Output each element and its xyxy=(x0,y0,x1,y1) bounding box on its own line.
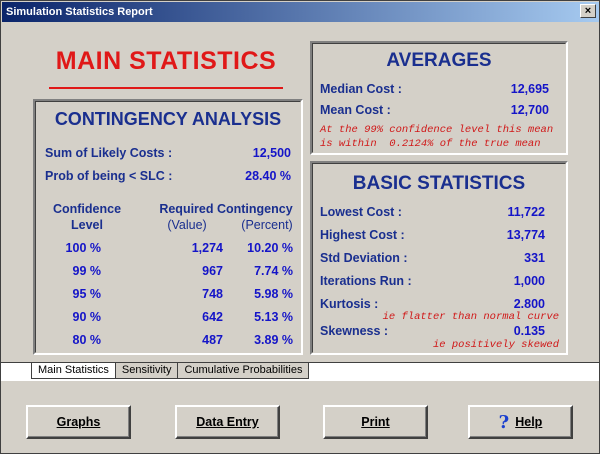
confidence-header-line1: Confidence xyxy=(52,202,122,216)
contingency-value-cell: 1,274 xyxy=(191,241,223,255)
tab-main-statistics[interactable]: Main Statistics xyxy=(31,363,116,379)
averages-panel xyxy=(310,41,568,155)
window-title: Simulation Statistics Report xyxy=(6,6,153,18)
graphs-button-label: Graphs xyxy=(56,415,101,429)
contingency-percent-cell: 10.20 % xyxy=(247,241,293,255)
iterations-run-label: Iterations Run : xyxy=(320,274,412,288)
contingency-value-cell: 487 xyxy=(202,333,223,347)
tab-strip-divider xyxy=(1,362,599,363)
contingency-heading: CONTINGENCY ANALYSIS xyxy=(54,109,282,129)
basic-statistics-heading: BASIC STATISTICS xyxy=(352,173,526,194)
value-subheader: (Value) xyxy=(167,218,207,232)
data-entry-button-label: Data Entry xyxy=(196,415,259,429)
contingency-value-cell: 748 xyxy=(202,287,223,301)
close-button[interactable]: × xyxy=(580,4,596,18)
print-button[interactable]: Print xyxy=(323,405,428,439)
skewness-value: 0.135 xyxy=(513,324,545,338)
averages-heading: AVERAGES xyxy=(386,50,492,71)
kurtosis-note: ie flatter than normal curve xyxy=(382,311,559,323)
median-cost-label: Median Cost : xyxy=(320,82,402,96)
required-contingency-header: Required Contingency xyxy=(151,202,301,216)
mean-cost-label: Mean Cost : xyxy=(320,103,391,117)
data-entry-button[interactable]: Data Entry xyxy=(175,405,280,439)
contingency-percent-cell: 7.74 % xyxy=(254,264,293,278)
confidence-header-line2: Level xyxy=(71,218,103,232)
highest-cost-label: Highest Cost : xyxy=(320,228,405,242)
tab-bar: Main Statistics Sensitivity Cumulative P… xyxy=(31,363,310,381)
sum-likely-costs-value: 12,500 xyxy=(252,146,291,160)
confidence-header: Confidence xyxy=(41,202,133,216)
contingency-value-cell: 642 xyxy=(202,310,223,324)
lowest-cost-value: 11,722 xyxy=(507,205,545,219)
kurtosis-value: 2.800 xyxy=(513,297,545,311)
basic-statistics-panel xyxy=(310,161,568,355)
std-deviation-value: 331 xyxy=(524,251,545,265)
graphs-button[interactable]: Graphs xyxy=(26,405,131,439)
contingency-value-cell: 967 xyxy=(202,264,223,278)
help-icon: ? xyxy=(498,411,510,433)
skewness-label: Skewness : xyxy=(320,324,389,338)
confidence-level-cell: 95 % xyxy=(72,287,102,301)
main-title-underline xyxy=(49,87,283,89)
lowest-cost-label: Lowest Cost : xyxy=(320,205,402,219)
contingency-panel xyxy=(33,99,303,355)
mean-cost-value: 12,700 xyxy=(510,103,549,117)
confidence-level-cell: 100 % xyxy=(65,241,101,255)
print-button-label: Print xyxy=(361,415,390,429)
main-statistics-title: MAIN STATISTICS xyxy=(55,47,277,75)
std-deviation-label: Std Deviation : xyxy=(320,251,408,265)
confidence-level-cell: 80 % xyxy=(72,333,102,347)
contingency-percent-cell: 3.89 % xyxy=(254,333,293,347)
percent-subheader: (Percent) xyxy=(241,218,293,232)
iterations-run-value: 1,000 xyxy=(513,274,545,288)
highest-cost-value: 13,774 xyxy=(506,228,545,242)
contingency-percent-cell: 5.98 % xyxy=(254,287,293,301)
tab-cumulative-probabilities[interactable]: Cumulative Probabilities xyxy=(177,363,310,379)
help-button[interactable]: ? Help xyxy=(468,405,573,439)
median-cost-value: 12,695 xyxy=(510,82,549,96)
title-bar[interactable]: Simulation Statistics Report × xyxy=(2,2,599,22)
skewness-note: ie positively skewed xyxy=(432,339,559,351)
prob-slc-value: 28.40 % xyxy=(245,169,291,183)
help-button-label: Help xyxy=(515,415,543,429)
sum-likely-costs-label: Sum of Likely Costs : xyxy=(45,146,173,160)
kurtosis-label: Kurtosis : xyxy=(320,297,379,311)
confidence-note-line2: is within 0.2124% of the true mean xyxy=(320,138,541,150)
required-contingency-label: Required Contingency xyxy=(159,202,293,216)
confidence-note-line1: At the 99% confidence level this mean xyxy=(320,124,554,136)
contingency-percent-cell: 5.13 % xyxy=(254,310,293,324)
tab-sensitivity[interactable]: Sensitivity xyxy=(114,363,179,379)
confidence-level-cell: 90 % xyxy=(72,310,102,324)
level-header: Level xyxy=(41,218,133,232)
prob-slc-label: Prob of being < SLC : xyxy=(45,169,173,183)
confidence-level-cell: 99 % xyxy=(72,264,102,278)
